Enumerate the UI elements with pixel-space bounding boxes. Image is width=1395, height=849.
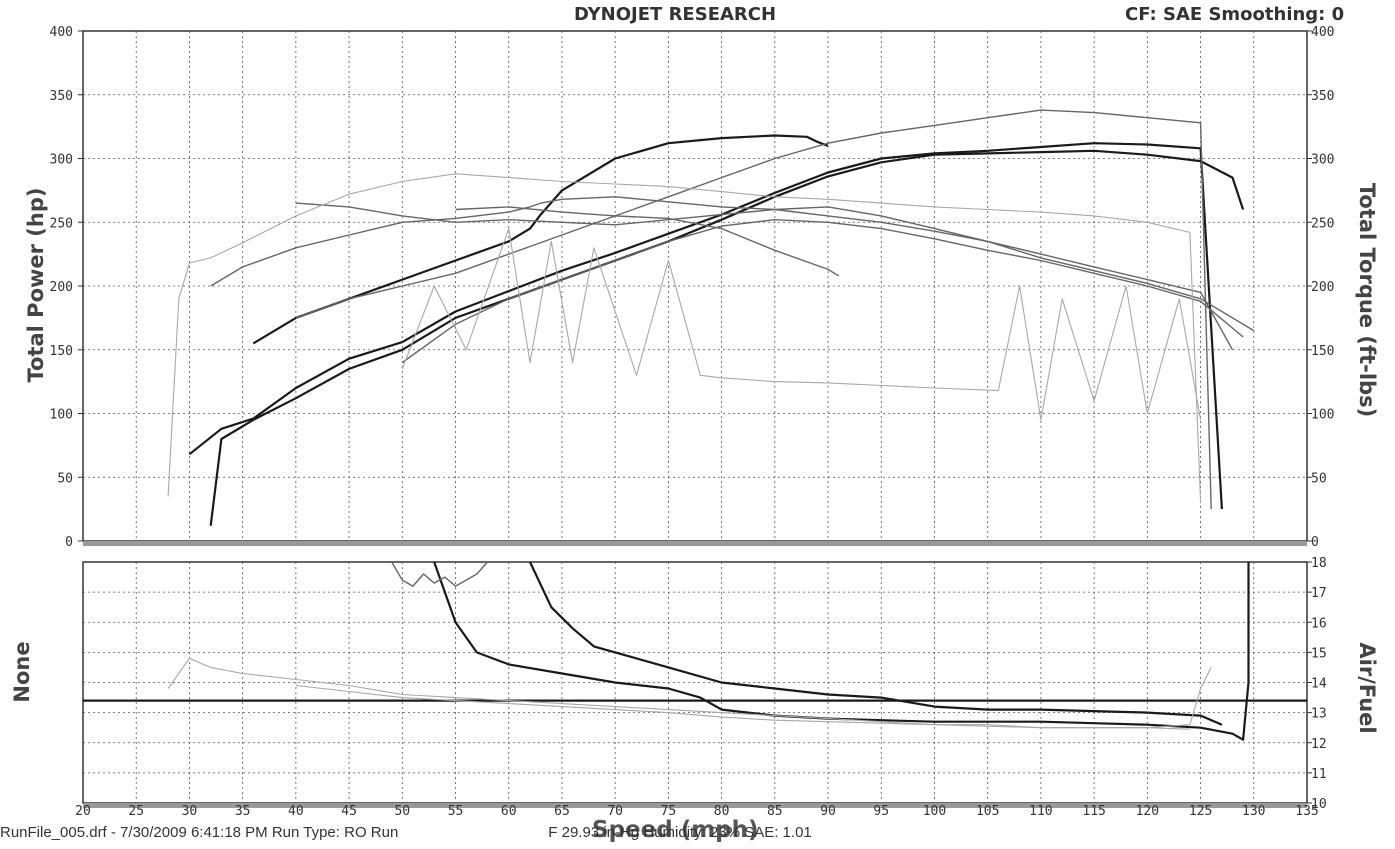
y-tick-label: 0: [65, 535, 73, 550]
x-tick-label: 105: [976, 804, 999, 819]
series-line-power-2: [252, 134, 829, 345]
y2-tick-label: 300: [1311, 153, 1334, 168]
y2-tick-label: 400: [1311, 25, 1334, 40]
x-tick-label: 70: [607, 804, 623, 819]
y2-tick-label: 200: [1311, 280, 1334, 295]
run-info-footer: RunFile_005.drf - 7/30/2009 6:41:18 PM R…: [0, 824, 812, 841]
run-info-text-tail: F 29.93 in-Hg Humidity: 23% SAE: 1.01: [548, 824, 812, 841]
x-tick-label: 130: [1242, 804, 1265, 819]
x-tick-label: 60: [501, 804, 517, 819]
y-tick-label: 150: [50, 344, 73, 359]
y2-tick-label: 18: [1311, 556, 1327, 571]
x-tick-label: 55: [448, 804, 464, 819]
y2-tick-label: 0: [1311, 535, 1319, 550]
x-tick-label: 50: [394, 804, 410, 819]
y2-tick-label: 100: [1311, 408, 1334, 423]
series-line-power-5: [295, 202, 1255, 332]
x-tick-label: 100: [923, 804, 946, 819]
y-tick-label: 100: [50, 408, 73, 423]
x-tick-label: 75: [661, 804, 677, 819]
x-tick-label: 135: [1295, 804, 1318, 819]
series-line-power-0: [209, 149, 1245, 526]
series-line-power-7: [455, 206, 840, 277]
y-tick-label: 250: [50, 216, 73, 231]
y2-tick-label: 16: [1311, 616, 1327, 631]
series-line-afr-5: [295, 684, 1190, 730]
x-tick-label: 110: [1029, 804, 1052, 819]
y2-tick-label: 350: [1311, 89, 1334, 104]
x-tick-label: 20: [75, 804, 91, 819]
y2-tick-label: 13: [1311, 707, 1327, 722]
x-tick-label: 65: [554, 804, 570, 819]
y2-tick-label: 250: [1311, 216, 1334, 231]
y2-tick-label: 14: [1311, 677, 1327, 692]
x-tick-label: 30: [182, 804, 198, 819]
y-axis-label-none: None: [10, 641, 34, 703]
plot-rail-power: [83, 541, 1307, 546]
y2-tick-label: 50: [1311, 471, 1327, 486]
x-tick-label: 85: [767, 804, 783, 819]
x-tick-label: 115: [1082, 804, 1105, 819]
y-tick-label: 200: [50, 280, 73, 295]
y-tick-label: 300: [50, 153, 73, 168]
x-tick-label: 45: [341, 804, 357, 819]
y-axis-label-torque: Total Torque (ft-lbs): [1355, 182, 1379, 418]
x-tick-label: 35: [235, 804, 251, 819]
y2-tick-label: 17: [1311, 586, 1327, 601]
run-info-text: RunFile_005.drf - 7/30/2009 6:41:18 PM R…: [0, 824, 399, 841]
y-tick-label: 400: [50, 25, 73, 40]
y2-tick-label: 11: [1311, 767, 1327, 782]
y-axis-label-power: Total Power (hp): [24, 187, 48, 383]
y2-tick-label: 10: [1311, 797, 1327, 812]
y2-tick-label: 12: [1311, 737, 1327, 752]
x-tick-label: 95: [873, 804, 889, 819]
series-line-power-8: [167, 173, 1202, 503]
x-tick-label: 90: [820, 804, 836, 819]
y-tick-label: 50: [57, 471, 73, 486]
series-line-power-4: [210, 196, 1234, 351]
series-line-afr-3: [391, 561, 489, 587]
x-tick-label: 120: [1136, 804, 1159, 819]
y2-tick-label: 15: [1311, 646, 1327, 661]
y-tick-label: 350: [50, 89, 73, 104]
series-line-afr-2: [529, 561, 1223, 726]
series-line-power-6: [401, 218, 1244, 364]
x-tick-label: 40: [288, 804, 304, 819]
plot-rail-afr: [83, 803, 1307, 808]
x-tick-label: 25: [128, 804, 144, 819]
cf-smoothing-label: CF: SAE Smoothing: 0: [1125, 4, 1345, 25]
x-tick-label: 80: [714, 804, 730, 819]
series-line-power-9: [401, 228, 1202, 421]
series-line-afr-1: [433, 561, 1250, 741]
chart-title: DYNOJET RESEARCH: [574, 4, 777, 25]
y2-tick-label: 150: [1311, 344, 1334, 359]
y-axis-label-air-fuel: Air/Fuel: [1355, 642, 1379, 734]
x-axis-label: Speed (mph): [592, 817, 759, 843]
series-line-power-3: [295, 109, 1212, 510]
x-tick-label: 125: [1189, 804, 1212, 819]
